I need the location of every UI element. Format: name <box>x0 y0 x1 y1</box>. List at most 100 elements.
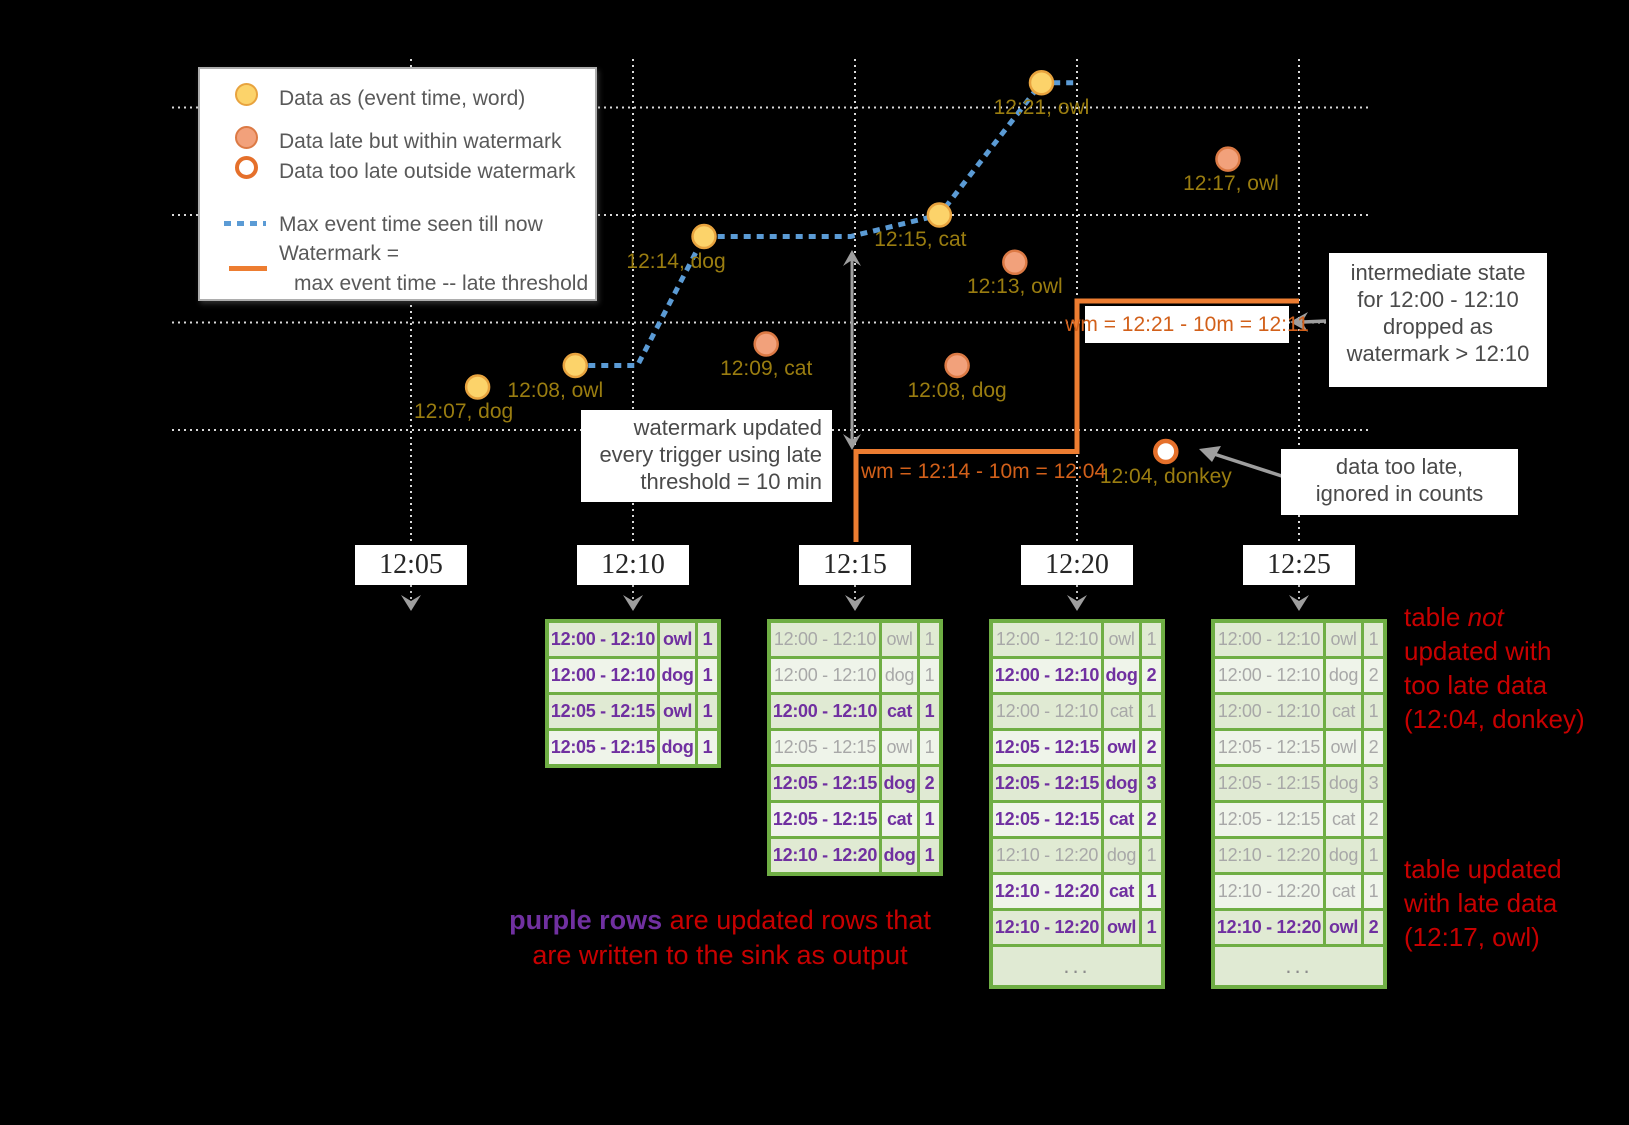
data-point-label: 12:07, dog <box>413 400 514 423</box>
count-cell: 1 <box>1364 875 1383 908</box>
count-cell: 1 <box>698 659 717 692</box>
word-cell: owl <box>660 623 695 656</box>
table-row: 12:10 - 12:20 cat 1 <box>1215 875 1383 908</box>
table-row: 12:10 - 12:20 dog 1 <box>1215 839 1383 872</box>
table-row: 12:05 - 12:15 cat 2 <box>993 803 1161 836</box>
window-cell: 12:00 - 12:10 <box>993 659 1101 692</box>
count-cell: 1 <box>1142 911 1161 944</box>
arrow-left-icon <box>1290 312 1308 332</box>
table-row: 12:05 - 12:15 owl 2 <box>993 731 1161 764</box>
data-point-late <box>1215 146 1241 172</box>
window-cell: 12:10 - 12:20 <box>1215 839 1323 872</box>
word-cell: dog <box>660 659 695 692</box>
data-point-late <box>753 331 779 357</box>
watermark-update-note: watermark updated every trigger using la… <box>581 410 832 502</box>
word-cell: owl <box>882 623 917 656</box>
count-cell: 2 <box>1142 731 1161 764</box>
window-cell: 12:10 - 12:20 <box>1215 911 1323 944</box>
window-cell: 12:00 - 12:10 <box>993 695 1101 728</box>
count-cell: 1 <box>1142 695 1161 728</box>
window-cell: 12:10 - 12:20 <box>1215 875 1323 908</box>
count-cell: 1 <box>698 731 717 764</box>
word-cell: dog <box>1104 767 1139 800</box>
too-late-note: data too late, ignored in counts <box>1281 449 1518 515</box>
window-cell: 12:10 - 12:20 <box>993 911 1101 944</box>
window-cell: 12:05 - 12:15 <box>993 767 1101 800</box>
legend-item-sublabel: max event time -- late threshold <box>294 272 589 295</box>
data-point-too-late <box>1153 438 1179 465</box>
legend-item-label: Max event time seen till now <box>279 213 543 236</box>
count-cell: 1 <box>1364 695 1383 728</box>
result-table: 12:00 - 12:10 owl 1 12:00 - 12:10 dog 1 12:00 … <box>767 619 943 876</box>
window-cell: 12:10 - 12:20 <box>993 875 1101 908</box>
arrow-upleft-icon <box>1199 446 1221 462</box>
table-row: 12:00 - 12:10 owl 1 <box>1215 623 1383 656</box>
word-cell: owl <box>1104 911 1139 944</box>
data-point-label: 12:13, owl <box>966 275 1063 299</box>
window-cell: 12:05 - 12:15 <box>771 803 879 836</box>
table-row: 12:05 - 12:15 dog 2 <box>771 767 939 800</box>
result-table: 12:00 - 12:10 owl 1 12:00 - 12:10 dog 2 12:00 … <box>1211 619 1387 989</box>
arrow-down-icon <box>845 595 865 611</box>
word-cell: cat <box>882 803 917 836</box>
count-cell: 1 <box>1142 875 1161 908</box>
count-cell: 2 <box>1364 731 1383 764</box>
data-point-late <box>1002 249 1028 276</box>
on-time-dot-icon <box>235 83 258 106</box>
count-cell: 2 <box>1364 659 1383 692</box>
window-cell: 12:05 - 12:15 <box>771 731 879 764</box>
too-late-note-arrow <box>1213 452 1295 482</box>
window-cell: 12:05 - 12:15 <box>993 731 1101 764</box>
count-cell: 1 <box>920 839 939 872</box>
word-cell: owl <box>882 731 917 764</box>
table-row: 12:05 - 12:15 dog 1 <box>549 731 717 764</box>
legend: Data as (event time, word) Data late but… <box>198 67 597 301</box>
data-point-label: 12:08, owl <box>507 378 604 402</box>
window-cell: 12:00 - 12:10 <box>771 659 879 692</box>
word-cell: dog <box>882 659 917 692</box>
window-cell: 12:00 - 12:10 <box>1215 623 1323 656</box>
word-cell: cat <box>1104 695 1139 728</box>
table-row: 12:05 - 12:15 owl 1 <box>549 695 717 728</box>
window-cell: 12:00 - 12:10 <box>993 623 1101 656</box>
word-cell: dog <box>1104 839 1139 872</box>
window-cell: 12:05 - 12:15 <box>993 803 1101 836</box>
result-table: 12:00 - 12:10 owl 1 12:00 - 12:10 dog 1 12:05 … <box>545 619 721 768</box>
watermark-value-label-2: wm = 12:21 - 10m = 12:11 <box>1065 306 1309 343</box>
count-cell: 1 <box>1364 839 1383 872</box>
count-cell: 2 <box>1364 911 1383 944</box>
table-row: 12:05 - 12:15 cat 1 <box>771 803 939 836</box>
watermark-line <box>853 298 1299 542</box>
trigger-time-box: 12:20 <box>1021 545 1133 585</box>
window-cell: 12:00 - 12:10 <box>549 659 657 692</box>
trigger-time-box: 12:15 <box>799 545 911 585</box>
late-dot-icon <box>235 126 258 149</box>
table-row: 12:05 - 12:15 cat 2 <box>1215 803 1383 836</box>
data-point-on-time <box>562 352 589 379</box>
word-cell: dog <box>1104 659 1139 692</box>
window-cell: 12:05 - 12:15 <box>771 767 879 800</box>
word-cell: cat <box>1104 875 1139 908</box>
arrow-down-icon <box>1289 595 1309 611</box>
word-cell: dog <box>660 731 695 764</box>
window-cell: 12:05 - 12:15 <box>549 731 657 764</box>
result-table: 12:00 - 12:10 owl 1 12:00 - 12:10 dog 2 12:00 … <box>989 619 1165 989</box>
table-row: 12:00 - 12:10 dog 2 <box>1215 659 1383 692</box>
count-cell: 2 <box>1364 803 1383 836</box>
legend-item-label: Data too late outside watermark <box>279 160 576 183</box>
window-cell: 12:05 - 12:15 <box>549 695 657 728</box>
arrow-down-icon <box>1067 595 1087 611</box>
count-cell: 3 <box>1364 767 1383 800</box>
word-cell: dog <box>1326 659 1361 692</box>
count-cell: 1 <box>698 623 717 656</box>
arrow-up-icon <box>843 250 861 266</box>
table-row: 12:10 - 12:20 owl 1 <box>993 911 1161 944</box>
table-row: 12:00 - 12:10 dog 1 <box>549 659 717 692</box>
purple-rows-note: purple rows are updated rows that are wr… <box>509 905 931 970</box>
count-cell: 1 <box>920 623 939 656</box>
word-cell: owl <box>1104 623 1139 656</box>
table-row: 12:00 - 12:10 owl 1 <box>993 623 1161 656</box>
